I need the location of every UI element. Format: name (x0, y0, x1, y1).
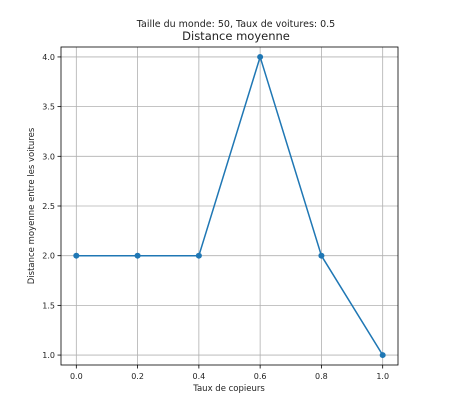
x-tick-label: 0.6 (254, 372, 267, 381)
data-point (73, 252, 80, 259)
y-tick-label: 2.0 (42, 252, 55, 261)
data-point (318, 252, 325, 259)
x-tick-label: 0.0 (70, 372, 83, 381)
y-tick-label: 3.0 (42, 152, 55, 161)
chart-title: Distance moyenne (182, 29, 290, 43)
y-tick-label: 4.0 (42, 53, 55, 62)
x-tick-label: 0.4 (192, 372, 205, 381)
data-point (134, 252, 141, 259)
y-tick-label: 1.5 (42, 301, 55, 310)
x-tick-label: 0.8 (315, 372, 328, 381)
series (73, 53, 386, 359)
data-point (379, 352, 386, 359)
y-tick-label: 2.5 (42, 202, 55, 211)
y-axis: 1.0 1.5 2.0 2.5 3.0 3.5 4.0 (42, 53, 61, 360)
y-axis-label: Distance moyenne entre les voitures (27, 127, 37, 284)
chart-suptitle: Taille du monde: 50, Taux de voitures: 0… (136, 19, 335, 30)
y-tick-label: 1.0 (42, 351, 55, 360)
plot-area: 0.0 0.2 0.4 0.6 0.8 1.0 1.0 1.5 2.0 2.5 3.0 3.5 4.0 (42, 46, 399, 381)
y-tick-label: 3.5 (42, 103, 55, 112)
x-axis-label: Taux de copieurs (192, 384, 265, 394)
x-tick-label: 0.2 (131, 372, 144, 381)
data-point (257, 53, 264, 60)
x-axis: 0.0 0.2 0.4 0.6 0.8 1.0 (70, 365, 389, 381)
x-tick-label: 1.0 (376, 372, 389, 381)
series-line (76, 56, 384, 356)
data-point (195, 252, 202, 259)
